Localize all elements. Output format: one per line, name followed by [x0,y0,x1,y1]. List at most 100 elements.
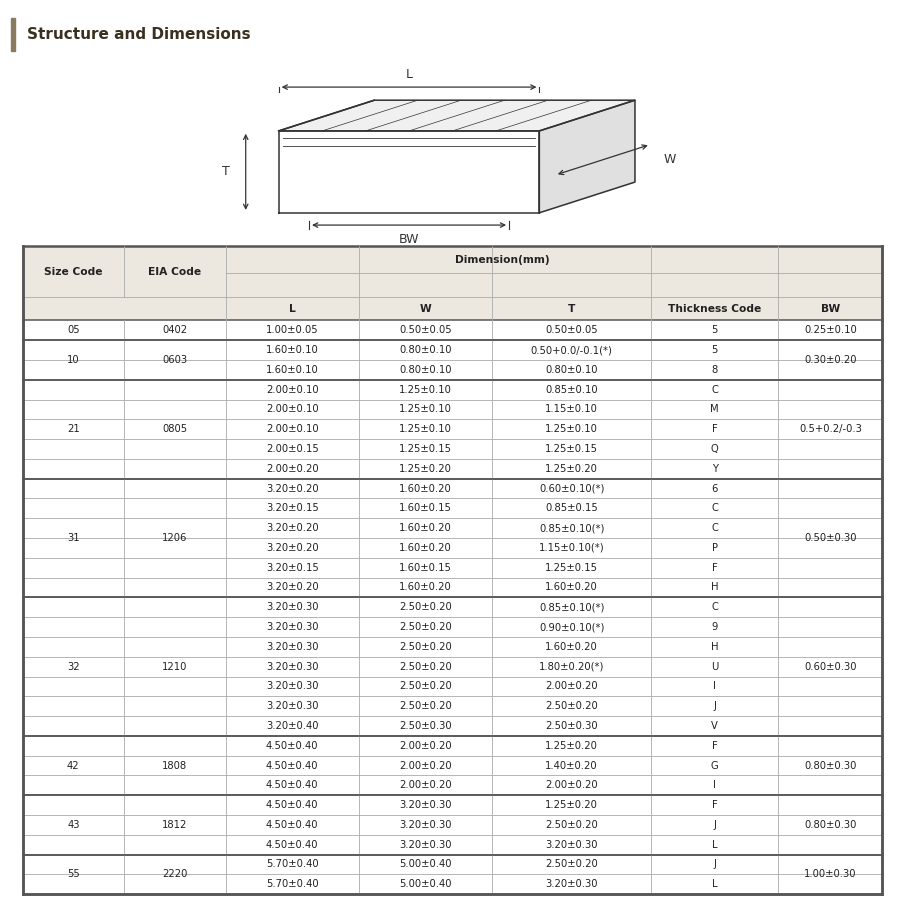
Text: 0.30±0.20: 0.30±0.20 [805,355,857,365]
Text: 0.60±0.30: 0.60±0.30 [805,662,857,672]
Bar [23,246,882,320]
Text: 43: 43 [67,820,80,830]
Text: 1.25±0.15: 1.25±0.15 [545,444,598,454]
Text: L: L [712,840,718,850]
Text: 1812: 1812 [162,820,187,830]
Text: 1.60±0.15: 1.60±0.15 [399,503,452,513]
Text: V: V [711,721,719,731]
Text: F: F [712,563,718,573]
Text: 6: 6 [711,483,718,493]
Text: 10: 10 [67,355,80,365]
Text: U: U [711,662,719,672]
Text: 5.00±0.40: 5.00±0.40 [399,860,452,870]
Text: L: L [712,880,718,890]
Text: 5: 5 [711,325,718,335]
Text: 1.60±0.15: 1.60±0.15 [399,563,452,573]
Text: 3.20±0.30: 3.20±0.30 [399,820,452,830]
Text: 2.50±0.20: 2.50±0.20 [399,662,452,672]
Text: M: M [710,405,719,414]
Text: 0.60±0.10(*): 0.60±0.10(*) [538,483,605,493]
Text: 05: 05 [67,325,80,335]
Text: 1808: 1808 [162,760,187,770]
Text: L: L [405,68,413,81]
Text: 2.50±0.20: 2.50±0.20 [399,622,452,632]
Text: 0.80±0.10: 0.80±0.10 [546,365,598,375]
Text: 4.50±0.40: 4.50±0.40 [266,741,319,751]
Text: 1210: 1210 [162,662,187,672]
Text: 32: 32 [67,662,80,672]
Text: 8: 8 [711,365,718,375]
Text: 42: 42 [67,760,80,770]
Text: Dimension(mm): Dimension(mm) [454,254,549,265]
Text: 3.20±0.30: 3.20±0.30 [266,622,319,632]
Text: 3.20±0.40: 3.20±0.40 [266,721,319,731]
Text: 3.20±0.30: 3.20±0.30 [399,840,452,850]
Text: 1.25±0.20: 1.25±0.20 [545,741,598,751]
Text: L: L [289,303,296,314]
Text: 0.50±0.30: 0.50±0.30 [805,533,857,543]
Text: 55: 55 [67,870,80,880]
Text: 0402: 0402 [162,325,187,335]
Text: T: T [223,166,230,178]
Text: C: C [711,602,719,613]
Text: P: P [711,543,718,553]
Text: 3.20±0.30: 3.20±0.30 [266,642,319,652]
Text: Thickness Code: Thickness Code [668,303,761,314]
Text: 3.20±0.20: 3.20±0.20 [266,483,319,493]
Text: T: T [568,303,576,314]
Text: 1.25±0.20: 1.25±0.20 [399,463,452,473]
Text: 1.00±0.30: 1.00±0.30 [805,870,857,880]
Bar [11,18,15,51]
Text: 2220: 2220 [162,870,187,880]
Text: 2.00±0.20: 2.00±0.20 [266,463,319,473]
Text: 0603: 0603 [162,355,187,365]
Text: 1.60±0.20: 1.60±0.20 [399,583,452,593]
Text: 2.00±0.20: 2.00±0.20 [546,780,598,790]
Text: EIA Code: EIA Code [148,266,202,277]
Text: 1.15±0.10(*): 1.15±0.10(*) [538,543,605,553]
Text: 2.50±0.20: 2.50±0.20 [545,860,598,870]
Bar [279,131,539,213]
Text: 3.20±0.30: 3.20±0.30 [266,681,319,691]
Text: 2.50±0.30: 2.50±0.30 [546,721,598,731]
Text: 2.50±0.20: 2.50±0.20 [399,602,452,613]
Text: W: W [420,303,432,314]
Text: Q: Q [710,444,719,454]
Text: 1.60±0.10: 1.60±0.10 [266,365,319,375]
Text: 1.60±0.10: 1.60±0.10 [266,345,319,355]
Text: 1.25±0.15: 1.25±0.15 [545,563,598,573]
Text: 0.80±0.10: 0.80±0.10 [399,365,452,375]
Text: 1.25±0.10: 1.25±0.10 [399,424,452,434]
Text: Y: Y [711,463,718,473]
Text: 0.80±0.10: 0.80±0.10 [399,345,452,355]
Text: 1.25±0.20: 1.25±0.20 [545,800,598,810]
Text: 2.50±0.20: 2.50±0.20 [399,701,452,711]
Text: 1.15±0.10: 1.15±0.10 [545,405,598,414]
Text: BW: BW [821,303,840,314]
Text: 0.25±0.10: 0.25±0.10 [804,325,857,335]
Text: F: F [712,741,718,751]
Text: J: J [713,860,716,870]
Text: 1.60±0.20: 1.60±0.20 [399,483,452,493]
Text: 1.25±0.15: 1.25±0.15 [399,444,452,454]
Text: J: J [713,701,716,711]
Text: 1.60±0.20: 1.60±0.20 [545,583,598,593]
Text: 0.5+0.2/-0.3: 0.5+0.2/-0.3 [799,424,862,434]
Text: 5.00±0.40: 5.00±0.40 [399,880,452,890]
Text: H: H [711,583,719,593]
Text: 3.20±0.15: 3.20±0.15 [266,503,319,513]
Text: W: W [663,153,676,167]
Text: 3.20±0.30: 3.20±0.30 [266,662,319,672]
Text: 3.20±0.30: 3.20±0.30 [266,602,319,613]
Text: 31: 31 [67,533,80,543]
Text: 2.50±0.20: 2.50±0.20 [399,642,452,652]
Text: 4.50±0.40: 4.50±0.40 [266,780,319,790]
Text: 1.60±0.20: 1.60±0.20 [545,642,598,652]
Text: 2.00±0.10: 2.00±0.10 [266,385,319,395]
Text: 0.85±0.10(*): 0.85±0.10(*) [538,602,605,613]
Text: H: H [711,642,719,652]
Text: F: F [712,800,718,810]
Text: 1206: 1206 [162,533,187,543]
Text: 2.00±0.20: 2.00±0.20 [546,681,598,691]
Text: F: F [712,424,718,434]
